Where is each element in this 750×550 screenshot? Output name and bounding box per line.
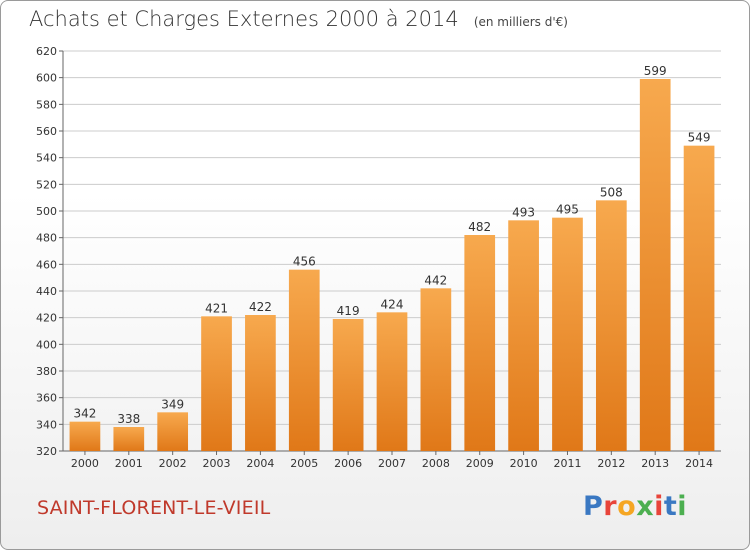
y-tick-label: 340 — [36, 418, 57, 431]
bar-2001 — [113, 427, 145, 451]
value-label-2011: 495 — [556, 203, 579, 217]
value-label-2002: 349 — [161, 397, 184, 411]
value-label-2009: 482 — [468, 220, 491, 234]
value-label-2004: 422 — [249, 300, 272, 314]
x-tick-label-2001: 2001 — [115, 457, 143, 470]
value-label-2007: 424 — [381, 297, 404, 311]
bar-2007 — [376, 312, 408, 451]
x-tick-label-2011: 2011 — [553, 457, 581, 470]
logo-letter: x — [636, 491, 655, 522]
y-tick-label: 420 — [36, 312, 57, 325]
bar-2008 — [420, 288, 452, 451]
x-tick-label-2009: 2009 — [466, 457, 494, 470]
x-tick-label-2006: 2006 — [334, 457, 362, 470]
y-tick-label: 380 — [36, 365, 57, 378]
bars — [69, 79, 715, 451]
value-label-2014: 549 — [688, 131, 711, 145]
value-label-2013: 599 — [644, 64, 667, 78]
bar-2000 — [69, 421, 101, 451]
x-tick-label-2002: 2002 — [159, 457, 187, 470]
x-tick-label-2005: 2005 — [290, 457, 318, 470]
y-tick-label: 500 — [36, 205, 57, 218]
logo-letter: r — [603, 491, 618, 522]
chart-title-text: Achats et Charges Externes 2000 à 2014 — [29, 7, 459, 31]
bar-2004 — [245, 315, 276, 451]
x-tick-label-2014: 2014 — [685, 457, 713, 470]
y-tick-label: 560 — [36, 125, 57, 138]
logo-letter: P — [583, 491, 604, 522]
value-label-2008: 442 — [424, 273, 447, 287]
logo-letter: i — [677, 491, 688, 522]
logo-letter: i — [654, 491, 664, 522]
value-label-2001: 338 — [117, 412, 140, 426]
commune-name: SAINT-FLORENT-LE-VIEIL — [37, 497, 271, 519]
chart-title: Achats et Charges Externes 2000 à 2014 (… — [29, 7, 568, 31]
y-tick-label: 580 — [36, 98, 57, 111]
logo-letter: o — [617, 491, 637, 522]
bar-2003 — [201, 316, 232, 451]
x-tick-label-2000: 2000 — [71, 457, 99, 470]
y-tick-label: 360 — [36, 392, 57, 405]
tick-labels: 320 340 360 380 400 420 440 460 480 500 520 540 560 5… — [36, 45, 713, 470]
x-tick-label-2003: 2003 — [203, 457, 231, 470]
value-label-2000: 342 — [73, 407, 96, 421]
proxiti-logo: Proxiti — [583, 491, 687, 522]
bar-2009 — [464, 235, 496, 451]
bar-2013 — [639, 79, 671, 451]
x-tick-label-2004: 2004 — [246, 457, 274, 470]
x-tick-label-2007: 2007 — [378, 457, 406, 470]
bar-2005 — [288, 269, 320, 451]
x-tick-label-2008: 2008 — [422, 457, 450, 470]
y-tick-label: 600 — [36, 72, 57, 85]
y-tick-label: 520 — [36, 178, 57, 191]
x-tick-label-2012: 2012 — [597, 457, 625, 470]
value-label-2003: 421 — [205, 301, 228, 315]
logo-letter: t — [663, 491, 678, 522]
y-tick-label: 480 — [36, 232, 57, 245]
bar-2014 — [683, 145, 715, 451]
chart-unit-text: (en milliers d'€) — [473, 15, 568, 29]
value-label-2012: 508 — [600, 185, 623, 199]
x-tick-label-2010: 2010 — [510, 457, 538, 470]
bar-2010 — [508, 220, 539, 451]
y-tick-label: 460 — [36, 258, 57, 271]
y-tick-label: 440 — [36, 285, 57, 298]
bar-2006 — [332, 319, 364, 451]
value-label-2010: 493 — [512, 205, 535, 219]
y-tick-label: 620 — [36, 45, 57, 58]
bar-2002 — [157, 412, 189, 451]
y-tick-label: 540 — [36, 152, 57, 165]
value-labels: 342 338 349 421 422 456 419 424 442 482 493 495 508 5… — [73, 64, 710, 426]
value-label-2005: 456 — [293, 255, 316, 269]
y-tick-label: 320 — [36, 445, 57, 458]
x-tick-label-2013: 2013 — [641, 457, 669, 470]
bar-2011 — [552, 217, 583, 451]
value-label-2006: 419 — [337, 304, 360, 318]
bar-2012 — [595, 200, 627, 451]
y-tick-label: 400 — [36, 338, 57, 351]
